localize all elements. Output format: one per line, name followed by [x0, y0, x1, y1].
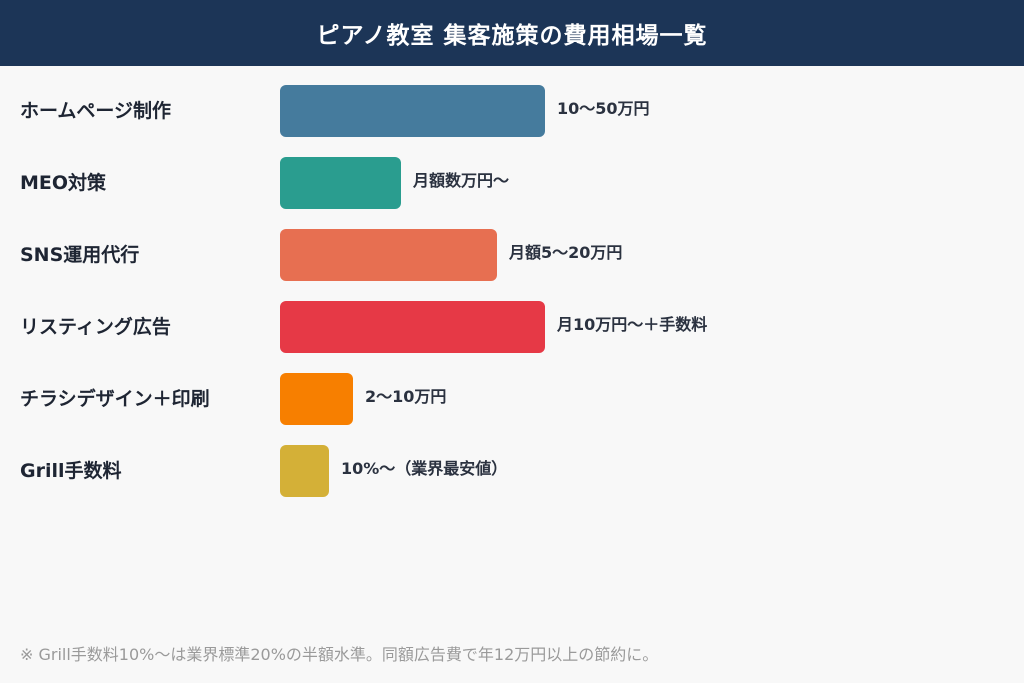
- bar-row: リスティング広告 月10万円〜＋手数料: [0, 301, 1024, 353]
- bar-chart: ホームページ制作 10〜50万円 MEO対策 月額数万円〜 SNS運用代行 月額5〜20万…: [0, 66, 1024, 586]
- value-label: 2〜10万円: [365, 387, 447, 406]
- value-label: 月10万円〜＋手数料: [557, 315, 708, 334]
- bar: [280, 445, 329, 497]
- header-bar: ピアノ教室 集客施策の費用相場一覧: [0, 0, 1024, 66]
- footnote: ※ Grill手数料10%〜は業界標準20%の半額水準。同額広告費で年12万円以…: [20, 645, 659, 664]
- bar-row: MEO対策 月額数万円〜: [0, 157, 1024, 209]
- bar-row: ホームページ制作 10〜50万円: [0, 85, 1024, 137]
- value-label: 10〜50万円: [557, 99, 650, 118]
- category-label: MEO対策: [20, 172, 107, 194]
- bar: [280, 301, 545, 353]
- value-label: 10%〜（業界最安値）: [341, 459, 508, 478]
- category-label: Grill手数料: [20, 460, 122, 482]
- chart-title: ピアノ教室 集客施策の費用相場一覧: [316, 23, 708, 49]
- bar: [280, 85, 545, 137]
- category-label: SNS運用代行: [20, 244, 140, 266]
- bar-row: Grill手数料 10%〜（業界最安値）: [0, 445, 1024, 497]
- category-label: ホームページ制作: [20, 100, 172, 122]
- value-label: 月額数万円〜: [413, 171, 510, 190]
- bar: [280, 157, 401, 209]
- bar-row: SNS運用代行 月額5〜20万円: [0, 229, 1024, 281]
- bar-row: チラシデザイン＋印刷 2〜10万円: [0, 373, 1024, 425]
- bar: [280, 373, 353, 425]
- bar: [280, 229, 497, 281]
- category-label: リスティング広告: [20, 316, 171, 338]
- value-label: 月額5〜20万円: [509, 243, 623, 262]
- category-label: チラシデザイン＋印刷: [20, 388, 210, 410]
